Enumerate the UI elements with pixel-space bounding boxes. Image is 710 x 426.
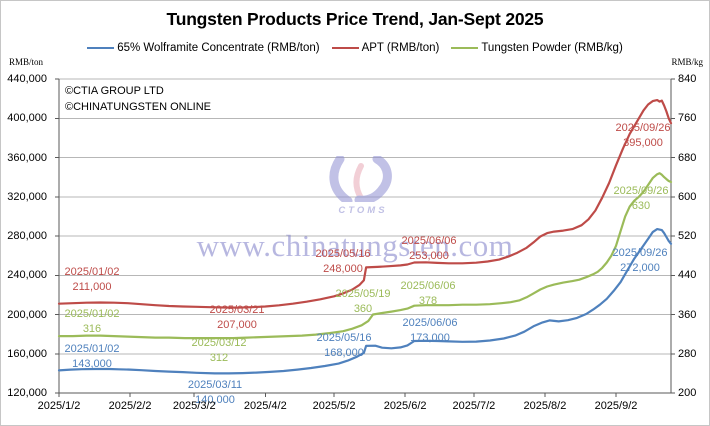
- annotation-date: 2025/03/11: [187, 379, 243, 391]
- right-axis-unit-label: RMB/kg: [671, 57, 703, 67]
- annotation-date: 2025/03/21: [209, 304, 265, 316]
- annotation-date: 2025/05/16: [315, 248, 371, 260]
- data-annotation: 2025/09/26 630: [613, 184, 668, 214]
- annotation-date: 2025/09/26: [615, 122, 671, 134]
- legend-item-0: 65% Wolframite Concentrate (RMB/ton): [87, 42, 320, 54]
- y-axis-tick-label-left: 240,000: [7, 269, 47, 282]
- data-annotation: 2025/06/06 378: [400, 279, 455, 309]
- x-axis-tick-label: 2025/5/2: [312, 400, 356, 412]
- data-annotation: 2025/03/11 140,000: [188, 378, 242, 408]
- annotation-date: 2025/01/02: [64, 308, 120, 320]
- data-annotation: 2025/01/02 316: [64, 307, 119, 337]
- annotation-date: 2025/09/26: [613, 185, 669, 197]
- annotation-date: 2025/06/06: [401, 235, 457, 247]
- annotation-value: 143,000: [72, 358, 112, 370]
- annotation-date: 2025/03/12: [191, 337, 247, 349]
- y-axis-tick-label-left: 160,000: [7, 347, 47, 360]
- annotation-value: 140,000: [195, 394, 235, 406]
- x-axis-tick-label: 2025/8/2: [523, 400, 567, 412]
- series-line-2: [57, 172, 673, 340]
- x-axis-tick-label: 2025/2/2: [108, 400, 152, 412]
- annotation-date: 2025/01/02: [64, 343, 120, 355]
- watermark-url-text: www.chinatungsten.com: [196, 228, 514, 263]
- x-axis-tick-label: 2025/1/2: [37, 400, 81, 412]
- legend-label: Tungsten Powder (RMB/kg): [481, 42, 623, 54]
- data-annotation: 2025/05/16 248,000: [315, 247, 370, 277]
- annotation-date: 2025/05/19: [335, 288, 391, 300]
- annotation-date: 2025/06/06: [402, 317, 458, 329]
- chart-title: Tungsten Products Price Trend, Jan-Sept …: [166, 9, 544, 29]
- annotation-date: 2025/01/02: [64, 266, 120, 278]
- data-annotation: 2025/09/26 395,000: [615, 121, 670, 151]
- chart-legend: 65% Wolframite Concentrate (RMB/ton) APT …: [1, 42, 709, 54]
- ctoms-swirl-icon: [329, 154, 392, 206]
- annotation-value: 168,000: [324, 347, 364, 359]
- x-axis-tick-label: 2025/7/2: [452, 400, 496, 412]
- copyright-line-2: ©CHINATUNGSTEN ONLINE: [65, 101, 212, 113]
- y-axis-tick-label-left: 440,000: [7, 73, 47, 85]
- y-axis-tick-label-left: 320,000: [7, 190, 47, 203]
- y-axis-tick-label-right: 600: [678, 190, 697, 203]
- y-axis-tick-label-left: 400,000: [7, 112, 47, 125]
- annotation-value: 173,000: [410, 332, 450, 344]
- y-axis-tick-label-right: 200: [678, 387, 697, 399]
- annotation-date: 2025/05/16: [316, 332, 372, 344]
- annotation-date: 2025/06/06: [400, 280, 456, 292]
- annotation-value: 378: [418, 295, 438, 307]
- legend-item-2: Tungsten Powder (RMB/kg): [451, 42, 623, 54]
- legend-label: APT (RMB/ton): [361, 42, 440, 54]
- y-axis-tick-label-left: 360,000: [7, 151, 47, 164]
- data-annotation: 2025/03/12 312: [191, 336, 246, 366]
- legend-line-swatch: [87, 47, 115, 49]
- annotation-value: 316: [82, 323, 102, 335]
- x-axis-tick-label: 2025/4/2: [243, 400, 287, 412]
- x-axis-tick-label: 2025/3/2: [172, 400, 216, 412]
- y-axis-tick-label-left: 120,000: [7, 387, 47, 399]
- data-annotation: 2025/06/06 173,000: [402, 316, 457, 346]
- data-annotation: 2025/01/02 211,000: [64, 265, 119, 295]
- x-axis-tick-label: 2025/6/2: [383, 400, 427, 412]
- annotation-date: 2025/09/26: [612, 247, 668, 259]
- series-line-0: [57, 228, 673, 375]
- data-annotation: 2025/01/02 143,000: [64, 342, 119, 372]
- y-axis-tick-label-right: 680: [678, 151, 697, 164]
- copyright-line-1: ©CTIA GROUP LTD: [65, 85, 164, 97]
- annotation-value: 248,000: [323, 263, 363, 275]
- y-axis-tick-label-left: 280,000: [7, 230, 47, 242]
- data-annotation: 2025/09/26 272,000: [612, 246, 667, 276]
- watermark-logo: CTOMS: [318, 154, 408, 216]
- legend-label: 65% Wolframite Concentrate (RMB/ton): [117, 42, 320, 54]
- annotation-value: 312: [209, 352, 229, 364]
- annotation-value: 360: [353, 303, 373, 315]
- series-line-1: [57, 98, 673, 309]
- y-axis-tick-label-right: 520: [678, 230, 697, 242]
- annotation-value: 253,000: [409, 250, 449, 262]
- y-axis-tick-label-right: 360: [678, 308, 697, 321]
- y-axis-tick-label-left: 200,000: [7, 308, 47, 321]
- legend-item-1: APT (RMB/ton): [331, 42, 440, 54]
- watermark-logo-text: CTOMS: [338, 205, 388, 216]
- y-axis-tick-label-right: 760: [678, 112, 697, 125]
- annotation-value: 272,000: [620, 262, 660, 274]
- legend-line-swatch: [331, 47, 359, 49]
- annotation-value: 630: [631, 200, 651, 212]
- annotation-value: 395,000: [623, 137, 663, 149]
- left-axis-unit-label: RMB/ton: [9, 57, 44, 67]
- x-axis-tick-label: 2025/9/2: [594, 400, 638, 412]
- y-axis-tick-label-right: 280: [678, 347, 697, 360]
- data-annotation: 2025/06/06 253,000: [401, 234, 456, 264]
- copyright-block: ©CTIA GROUP LTD ©CHINATUNGSTEN ONLINE: [65, 83, 211, 115]
- data-annotation: 2025/05/19 360: [335, 287, 390, 317]
- data-annotation: 2025/05/16 168,000: [316, 331, 371, 361]
- legend-line-swatch: [451, 47, 479, 49]
- y-axis-tick-label-right: 840: [678, 73, 697, 85]
- annotation-value: 211,000: [72, 281, 112, 293]
- y-axis-tick-label-right: 440: [678, 269, 697, 282]
- data-annotation: 2025/03/21 207,000: [209, 303, 264, 333]
- annotation-value: 207,000: [217, 319, 257, 331]
